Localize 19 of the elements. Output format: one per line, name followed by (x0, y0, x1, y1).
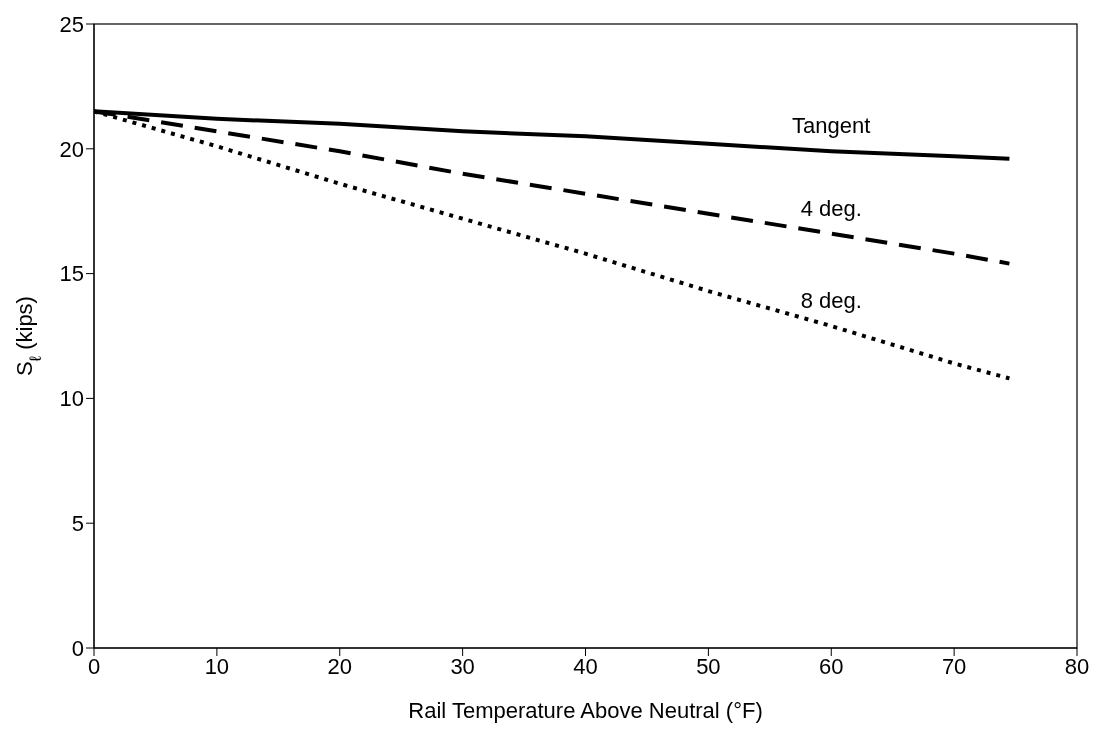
x-tick-label: 10 (204, 653, 230, 679)
x-tick-label: 50 (696, 653, 721, 679)
x-tick-label: 60 (819, 653, 844, 679)
x-tick-label: 70 (941, 653, 967, 679)
x-tick-label: 20 (327, 653, 352, 679)
y-tick-label: 0 (71, 635, 84, 661)
x-axis-title: Rail Temperature Above Neutral (°F) (408, 698, 763, 723)
series-label: 8 deg. (800, 288, 862, 314)
y-tick-label: 20 (59, 136, 84, 162)
y-tick-label: 25 (59, 11, 84, 37)
x-tick-label: 0 (87, 653, 101, 679)
y-tick-label: 10 (59, 386, 84, 412)
x-tick-label: 40 (573, 653, 598, 679)
x-tick-label: 80 (1064, 653, 1090, 679)
y-tick-label: 15 (59, 261, 84, 287)
series-label: Tangent (792, 113, 871, 139)
series-label: 4 deg. (800, 195, 862, 221)
x-tick-label: 30 (450, 653, 475, 679)
y-tick-label: 5 (71, 511, 84, 537)
